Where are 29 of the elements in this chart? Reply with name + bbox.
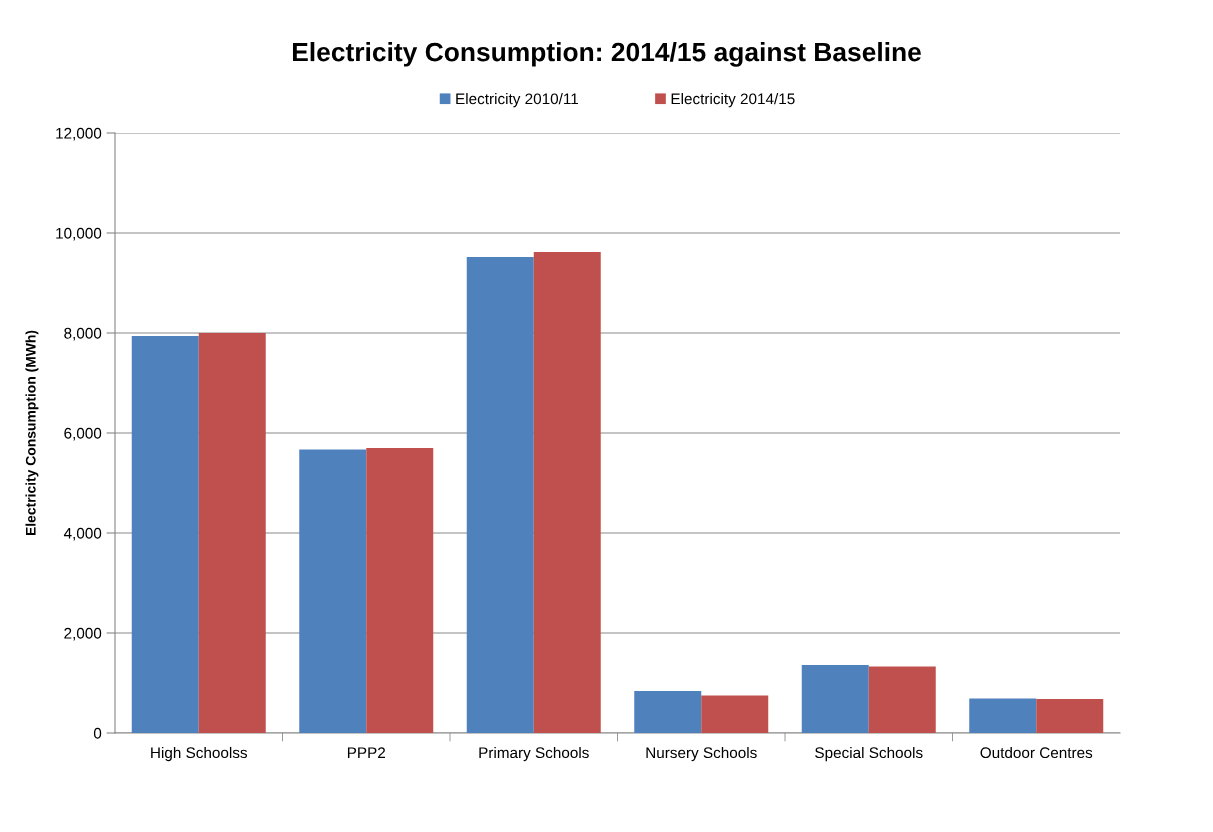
y-tick-label: 6,000 xyxy=(64,427,102,441)
y-tick-label: 8,000 xyxy=(64,327,102,341)
x-tick-label: Nursery Schools xyxy=(646,746,757,762)
chart-title: Electricity Consumption: 2014/15 against Baseline xyxy=(292,42,921,67)
legend-label: Electricity 2014/15 xyxy=(671,93,795,108)
y-axis-title: Electricity Consumption (MWh) xyxy=(25,330,39,536)
bar xyxy=(299,449,367,733)
y-tick-label: 4,000 xyxy=(63,527,102,541)
bar xyxy=(533,252,601,733)
bar xyxy=(868,666,936,733)
x-tick-label: Special Schools xyxy=(815,746,923,762)
bar xyxy=(366,448,434,733)
x-tick-label: Outdoor Centres xyxy=(980,746,1093,759)
bar xyxy=(969,698,1037,733)
bar xyxy=(466,257,534,733)
bar xyxy=(131,336,199,733)
bar xyxy=(701,695,769,733)
bar xyxy=(801,665,869,733)
y-tick-label: 10,000 xyxy=(56,227,102,241)
bar xyxy=(1036,699,1104,733)
bar xyxy=(198,333,266,733)
y-tick-label: 12,000 xyxy=(56,127,102,141)
x-tick-label: Primary Schools xyxy=(479,746,589,762)
y-tick-label: 2,000 xyxy=(64,627,102,641)
y-tick-label: 0 xyxy=(93,727,102,739)
x-tick-label: High Schoolss xyxy=(151,746,248,762)
bar xyxy=(634,691,702,733)
x-tick-label: PPP2 xyxy=(347,747,386,758)
legend-label: Electricity 2010/11 xyxy=(456,93,578,108)
